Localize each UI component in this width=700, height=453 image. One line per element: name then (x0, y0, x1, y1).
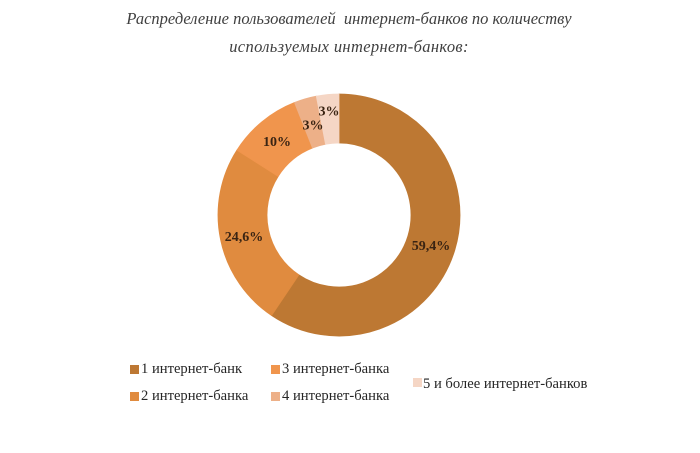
svg-text:24,6%: 24,6% (225, 230, 264, 245)
svg-text:3%: 3% (319, 105, 340, 120)
svg-text:59,4%: 59,4% (412, 239, 451, 254)
svg-text:3%: 3% (303, 119, 324, 134)
svg-text:10%: 10% (263, 135, 291, 150)
